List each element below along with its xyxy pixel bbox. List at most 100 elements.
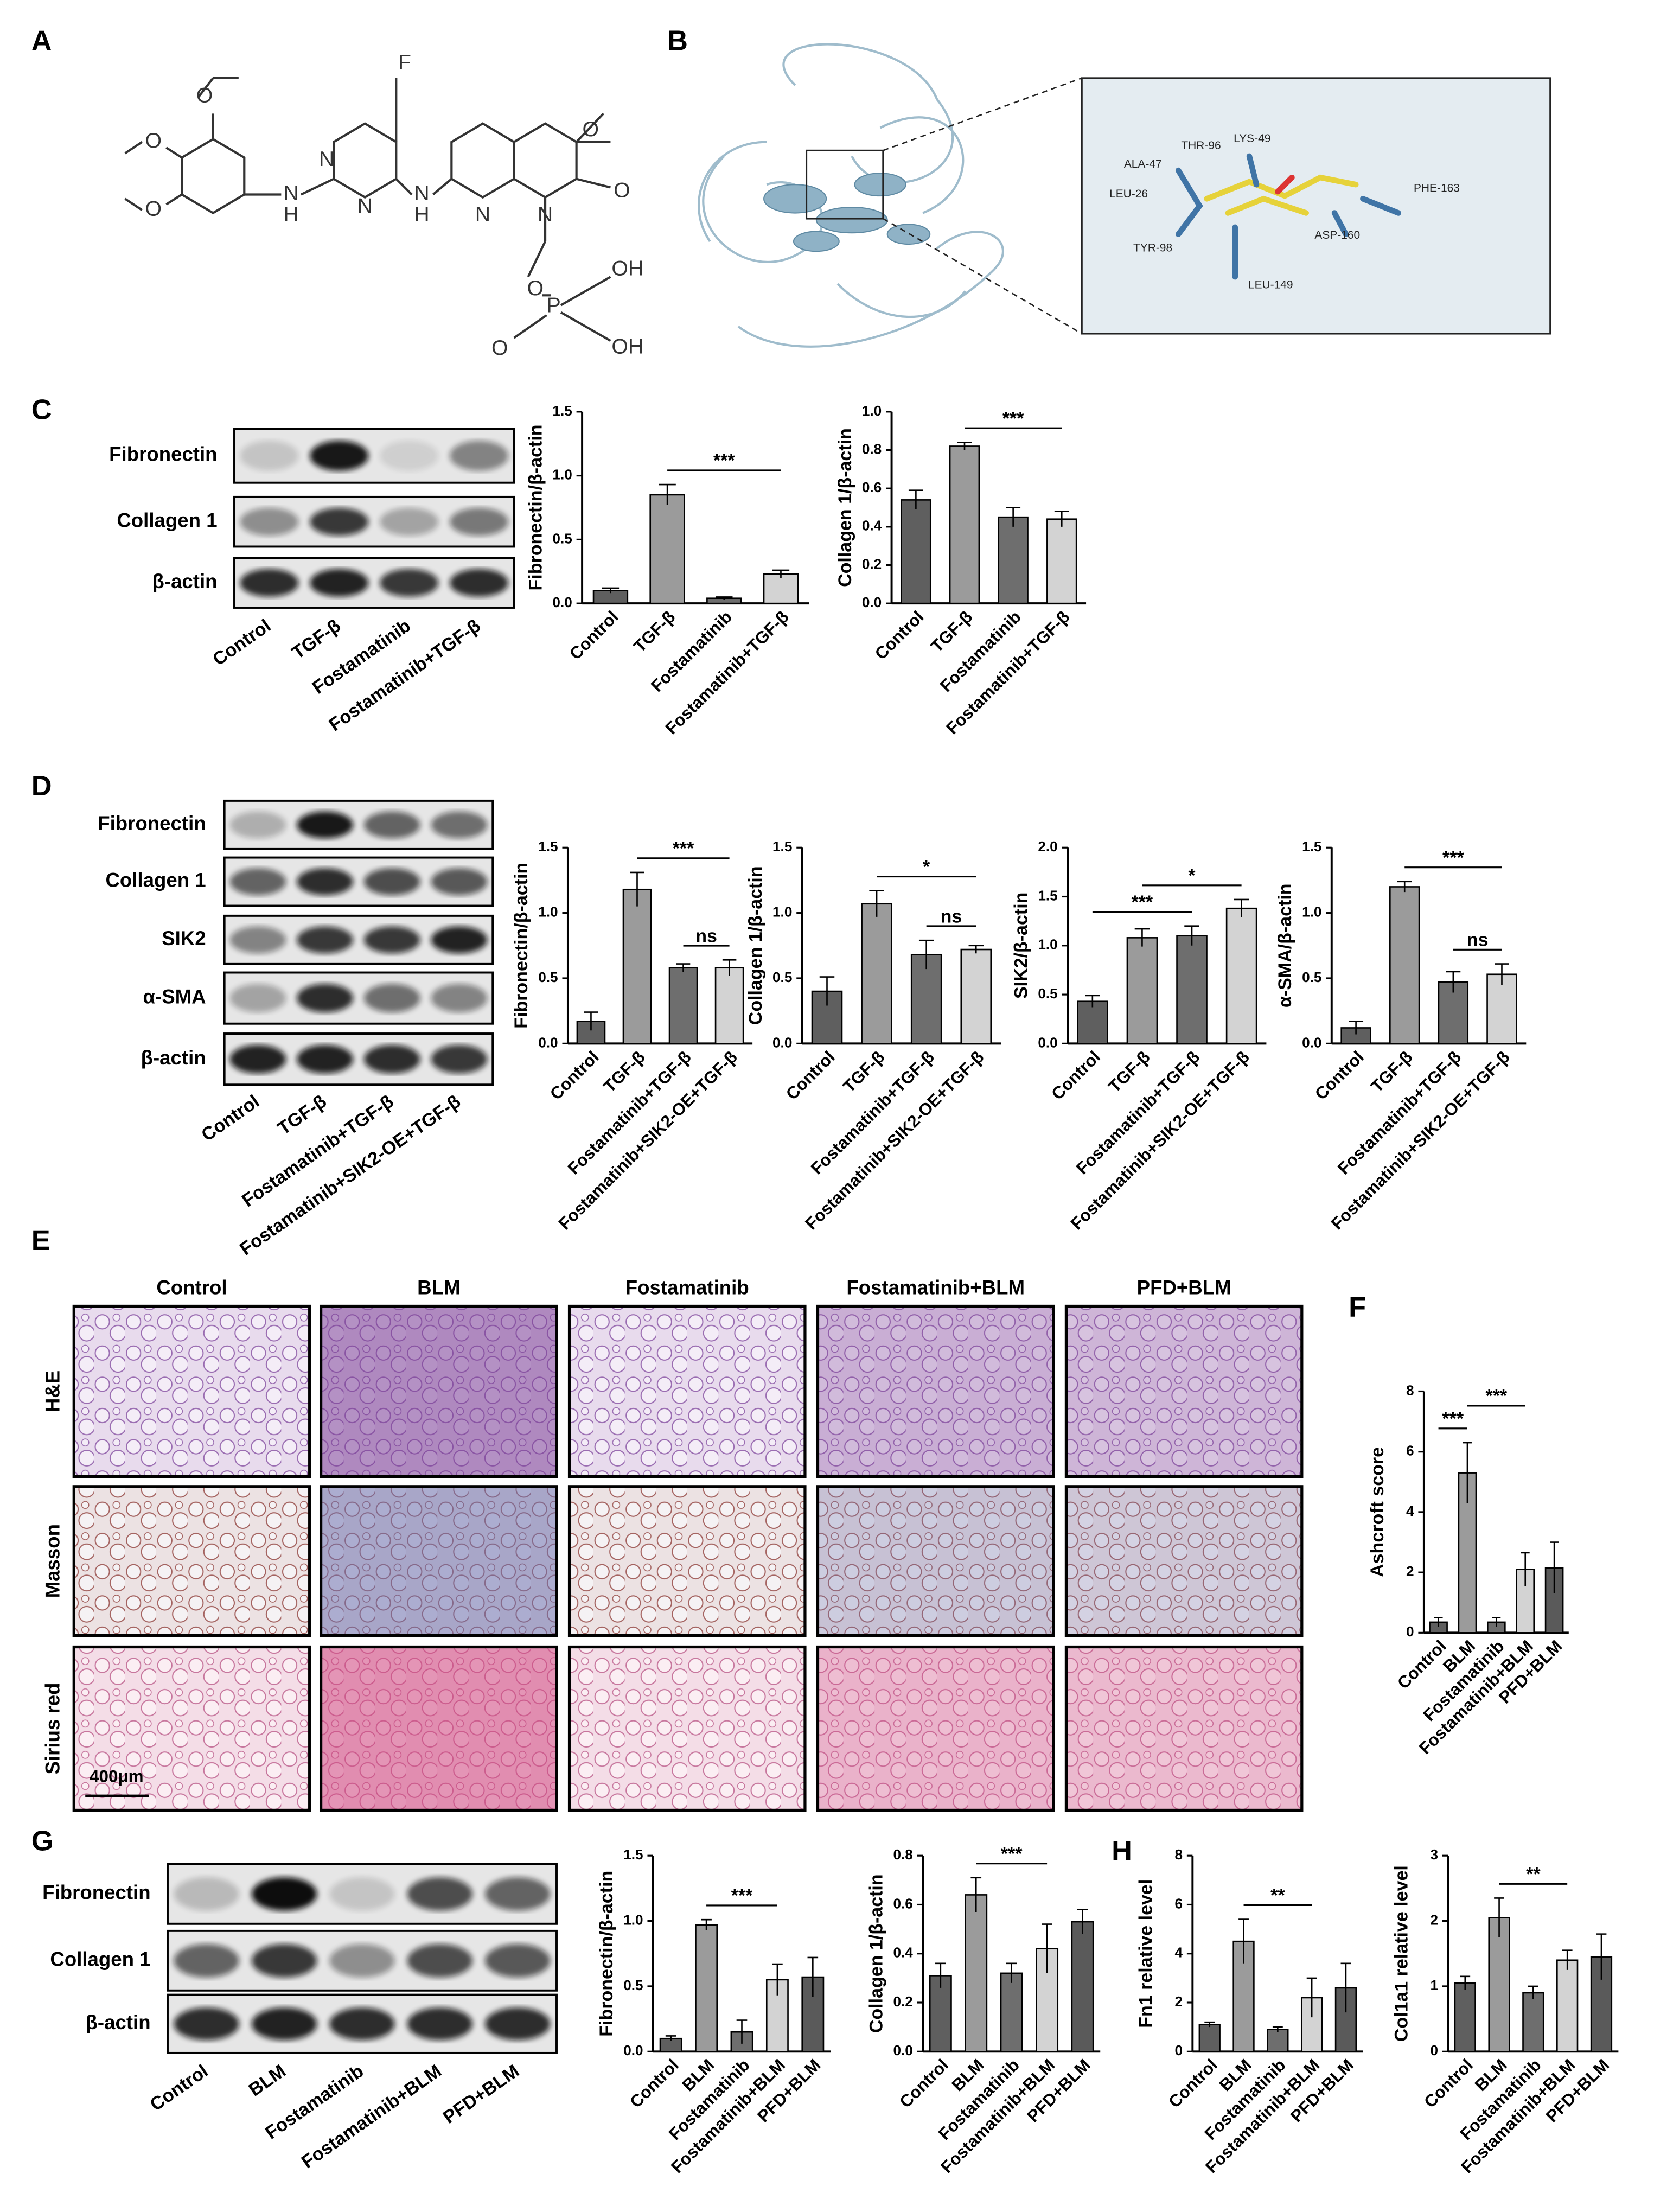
- residue-label: THR-96: [1181, 139, 1221, 152]
- x-tick-label: Fostamatinib+SIK2-OE+TGF-β: [1067, 1047, 1253, 1233]
- y-axis-label: Fibronectin/β-actin: [511, 863, 532, 1029]
- atom-label: O: [614, 179, 630, 202]
- x-tick-label: Fostamatinib+SIK2-OE+TGF-β: [802, 1047, 988, 1233]
- blot-row-label: β-actin: [86, 2011, 151, 2033]
- histology-stain: [818, 1306, 1053, 1477]
- error-bar: [970, 1877, 982, 1913]
- bar: [1225, 907, 1257, 1044]
- bar: [1176, 935, 1208, 1044]
- x-tick-label: Control: [896, 2055, 952, 2112]
- residue-label: ASP-160: [1314, 229, 1360, 241]
- docking-inset: [1081, 77, 1551, 335]
- y-tick-label: 8: [1406, 1382, 1414, 1398]
- histology-column-label: PFD+BLM: [1137, 1277, 1231, 1299]
- blot-lane-label: TGF-β: [274, 1091, 330, 1139]
- y-tick-label: 6: [1406, 1443, 1414, 1459]
- y-tick-label: 0.0: [538, 1034, 558, 1050]
- y-tick-label: 0.0: [772, 1034, 792, 1050]
- chemical-structure: [124, 77, 611, 342]
- significance-label: ns: [941, 906, 962, 927]
- x-tick-label: Fostamatinib+SIK2-OE+TGF-β: [1327, 1047, 1513, 1233]
- blot-band: [174, 1944, 239, 1978]
- blot-band: [297, 811, 354, 839]
- error-bar: [630, 871, 644, 907]
- histology-stain: [569, 1486, 805, 1636]
- y-tick-label: 1.5: [623, 1846, 643, 1863]
- histology-frame: [72, 1304, 311, 1478]
- bar: [659, 2037, 682, 2052]
- error-bar: [1272, 2026, 1283, 2032]
- x-tick-label: Control: [1420, 2055, 1477, 2112]
- y-tick-label: 0.8: [893, 1846, 912, 1863]
- y-tick-label: 4: [1174, 1945, 1183, 1961]
- error-bar: [1446, 971, 1461, 993]
- panel-label: C: [31, 394, 52, 426]
- y-tick-label: 0.0: [862, 594, 882, 610]
- significance-label: *: [923, 857, 930, 877]
- zoom-line: [883, 77, 1082, 151]
- error-bar: [819, 976, 835, 1006]
- histology-frame: [72, 1645, 311, 1812]
- atom-label: O: [196, 83, 213, 107]
- bar: [1126, 937, 1158, 1044]
- significance-label: ***: [1442, 847, 1464, 868]
- bar: [1198, 2024, 1221, 2052]
- bar: [695, 1924, 718, 2052]
- y-tick-label: 1.0: [538, 904, 558, 920]
- blot-band: [297, 868, 354, 895]
- significance-label: ns: [1467, 930, 1489, 951]
- error-bar: [1460, 1975, 1471, 1990]
- atom-label: F: [398, 50, 411, 74]
- histology-image: [74, 1647, 310, 1811]
- y-tick-label: 2: [1430, 1911, 1438, 1928]
- blot-band: [363, 868, 420, 895]
- error-bar: [908, 489, 923, 510]
- y-tick-label: 0.5: [772, 969, 792, 985]
- atom-label: N: [357, 194, 373, 218]
- y-tick-label: 1.5: [1302, 838, 1321, 855]
- histology-frame: [816, 1645, 1055, 1812]
- histology-image: [1066, 1306, 1302, 1477]
- histology-image: [1066, 1647, 1302, 1811]
- blot-band: [431, 926, 488, 954]
- blot-band: [174, 2007, 239, 2041]
- blot-lane-label: PFD+BLM: [439, 2061, 523, 2128]
- blot-lane-label: TGF-β: [288, 615, 344, 664]
- error-bar: [1521, 1552, 1530, 1586]
- blot-band: [229, 1044, 286, 1074]
- histology-image: [74, 1306, 310, 1477]
- y-tick-label: 0.4: [893, 1945, 913, 1961]
- histology-frame: [816, 1304, 1055, 1478]
- histology-row-label: H&E: [41, 1370, 63, 1412]
- residue-label: LYS-49: [1234, 132, 1270, 145]
- atom-label: OH: [611, 334, 643, 358]
- histology-frame: [567, 1645, 807, 1812]
- blot-row-label: β-actin: [152, 570, 218, 592]
- bar: [949, 445, 980, 604]
- x-tick-label: Control: [1311, 1047, 1368, 1104]
- y-tick-label: 1.0: [1038, 936, 1057, 953]
- x-tick-label: Control: [626, 2055, 682, 2112]
- x-tick-label: Control: [1165, 2055, 1221, 2112]
- y-tick-label: 1.5: [772, 838, 792, 855]
- y-axis-label: Col1a1 relative level: [1391, 1865, 1412, 2042]
- blot-band: [240, 569, 299, 597]
- y-tick-label: 1.5: [552, 403, 572, 419]
- histology-row-label: Masson: [41, 1524, 63, 1598]
- histology-stain: [321, 1647, 557, 1811]
- histology-stain: [569, 1647, 805, 1811]
- error-bar: [1463, 1442, 1472, 1503]
- blot-lane-label: Fostamatinib+BLM: [298, 2061, 445, 2172]
- error-bar: [1494, 1897, 1504, 1937]
- blot-band: [407, 1877, 473, 1911]
- histology-stain: [321, 1306, 557, 1477]
- significance-label: *: [1188, 865, 1196, 886]
- atom-label: O: [527, 276, 544, 300]
- blot-row-label: Fibronectin: [98, 812, 206, 834]
- blot-band: [431, 868, 488, 895]
- blot-band: [229, 926, 286, 954]
- blot-band: [251, 1877, 317, 1911]
- blot-lane-label: Control: [146, 2061, 212, 2115]
- residue-label: LEU-149: [1248, 279, 1293, 291]
- histology-frame: [319, 1304, 558, 1478]
